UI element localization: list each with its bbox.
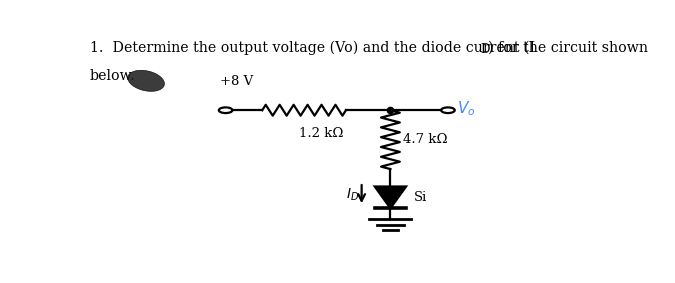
Polygon shape [375,186,406,208]
Text: $I_D$: $I_D$ [346,187,359,203]
Text: ) for the circuit shown: ) for the circuit shown [488,40,648,55]
Text: $V_o$: $V_o$ [458,100,476,119]
Text: Si: Si [414,191,427,204]
Text: +8 V: +8 V [220,76,254,88]
Text: 1.  Determine the output voltage (Vo) and the diode current (I: 1. Determine the output voltage (Vo) and… [90,40,535,55]
Ellipse shape [128,70,165,91]
Text: 1.2 kΩ: 1.2 kΩ [299,127,343,140]
Text: below.: below. [90,69,136,83]
Text: D: D [480,43,489,56]
Circle shape [441,107,455,113]
Circle shape [219,107,232,113]
Text: 4.7 kΩ: 4.7 kΩ [404,133,448,146]
